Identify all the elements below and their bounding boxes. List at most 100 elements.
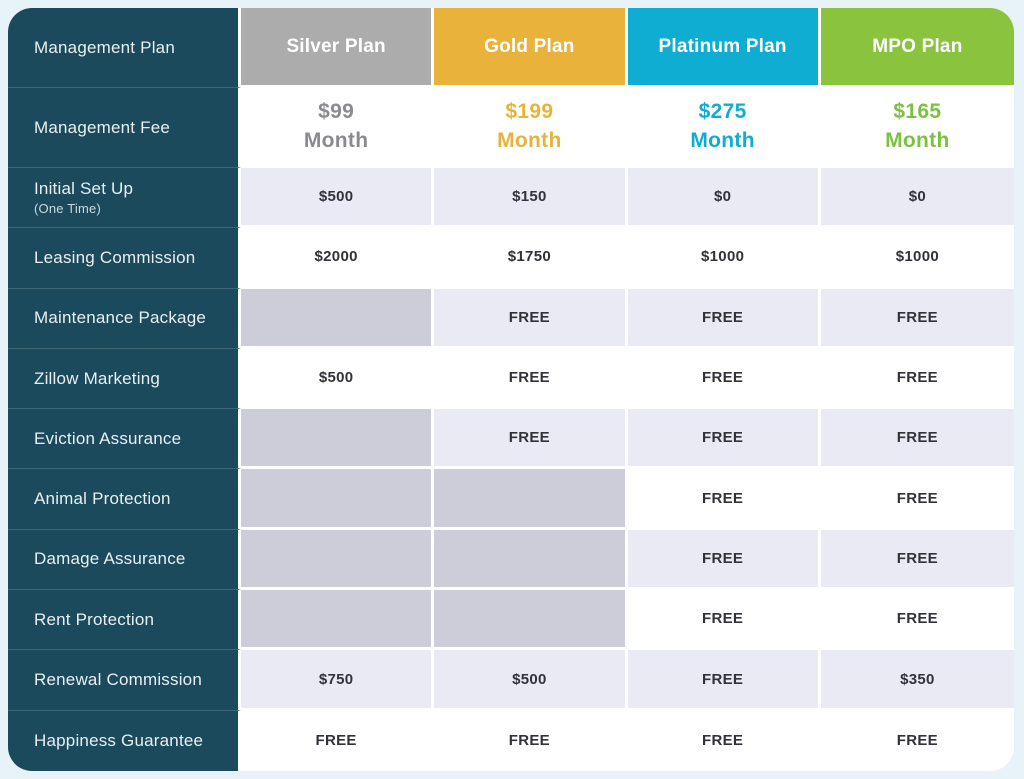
plan-header-silver-plan: Silver Plan bbox=[241, 8, 435, 88]
row-label: Animal Protection bbox=[34, 489, 171, 509]
fee-amount: $275 bbox=[698, 100, 747, 124]
value-cell: FREE bbox=[820, 409, 1014, 470]
row-label-cell: Renewal Commission bbox=[8, 650, 241, 711]
blank-cell bbox=[434, 469, 628, 530]
plan-header-platinum-plan: Platinum Plan bbox=[627, 8, 821, 88]
fee-period: Month bbox=[303, 128, 369, 152]
row-label: Happiness Guarantee bbox=[34, 730, 204, 750]
row-label-cell: Happiness Guarantee bbox=[8, 710, 241, 771]
fee-amount: $165 bbox=[893, 100, 942, 124]
value-text: $500 bbox=[318, 188, 354, 206]
value-cell: FREE bbox=[627, 348, 821, 410]
row-label: Leasing Commission bbox=[34, 247, 196, 267]
value-text: $750 bbox=[318, 670, 354, 688]
value-text: FREE bbox=[896, 308, 938, 326]
value-text: $500 bbox=[318, 369, 354, 387]
value-cell: FREE bbox=[627, 710, 821, 771]
fee-amount: $99 bbox=[318, 100, 355, 124]
value-text: FREE bbox=[896, 610, 938, 628]
value-cell: FREE bbox=[627, 650, 821, 711]
value-text: FREE bbox=[702, 489, 744, 507]
value-text: FREE bbox=[896, 549, 938, 567]
value-cell: $500 bbox=[241, 348, 435, 410]
value-cell: FREE bbox=[241, 710, 435, 771]
plan-header-label: Silver Plan bbox=[286, 35, 386, 57]
value-text: FREE bbox=[896, 429, 938, 447]
fee-cell: $165 Month bbox=[820, 88, 1014, 168]
row-label: Rent Protection bbox=[34, 609, 155, 629]
row-label-cell: Animal Protection bbox=[8, 469, 241, 530]
value-cell: FREE bbox=[820, 288, 1014, 349]
value-text: $0 bbox=[908, 188, 927, 206]
row-label-cell: Initial Set Up (One Time) bbox=[8, 168, 241, 229]
value-cell: FREE bbox=[434, 409, 628, 470]
value-cell: FREE bbox=[627, 469, 821, 530]
value-text: FREE bbox=[702, 610, 744, 628]
row-label: Management Fee bbox=[34, 117, 171, 137]
plan-header-gold-plan: Gold Plan bbox=[434, 8, 628, 88]
row-label: Zillow Marketing bbox=[34, 368, 161, 388]
value-text: $1000 bbox=[895, 248, 939, 266]
value-cell: FREE bbox=[820, 590, 1014, 651]
blank-cell bbox=[241, 409, 435, 470]
row-label-cell: Management Fee bbox=[8, 88, 241, 168]
fee-period: Month bbox=[885, 128, 950, 152]
value-text: FREE bbox=[315, 732, 357, 750]
value-text: FREE bbox=[508, 732, 550, 750]
row-label: Maintenance Package bbox=[34, 308, 207, 328]
row-label-cell: Zillow Marketing bbox=[8, 348, 241, 410]
value-cell: $1750 bbox=[434, 228, 628, 289]
value-cell: $750 bbox=[241, 650, 435, 711]
blank-cell bbox=[241, 529, 435, 591]
value-cell: $150 bbox=[434, 168, 628, 229]
value-cell: FREE bbox=[434, 710, 628, 771]
fee-amount: $199 bbox=[505, 100, 554, 124]
value-text: FREE bbox=[702, 670, 744, 688]
row-label-cell: Maintenance Package bbox=[8, 288, 241, 349]
value-text: FREE bbox=[896, 732, 938, 750]
value-cell: $500 bbox=[241, 168, 435, 229]
value-cell: FREE bbox=[820, 469, 1014, 530]
blank-cell bbox=[241, 469, 435, 530]
value-cell: FREE bbox=[434, 288, 628, 349]
value-cell: FREE bbox=[820, 348, 1014, 410]
value-cell: $500 bbox=[434, 650, 628, 711]
value-text: $500 bbox=[512, 670, 547, 688]
row-label: Damage Assurance bbox=[34, 549, 186, 569]
value-cell: $0 bbox=[820, 168, 1014, 229]
corner-label: Management Plan bbox=[34, 37, 175, 57]
fee-period: Month bbox=[690, 128, 755, 152]
plan-header-label: Gold Plan bbox=[484, 35, 575, 57]
value-text: FREE bbox=[702, 549, 744, 567]
value-cell: FREE bbox=[627, 529, 821, 591]
fee-period: Month bbox=[497, 128, 562, 152]
value-cell: FREE bbox=[627, 409, 821, 470]
value-cell: $1000 bbox=[627, 228, 821, 289]
row-sublabel: (One Time) bbox=[34, 201, 102, 217]
value-text: $1750 bbox=[507, 248, 551, 266]
plan-header-label: Platinum Plan bbox=[658, 35, 787, 57]
row-label: Initial Set Up bbox=[34, 179, 134, 199]
value-text: FREE bbox=[896, 369, 938, 387]
value-text: $0 bbox=[713, 188, 732, 206]
pricing-table: Management Plan Silver Plan Gold Plan Plati… bbox=[8, 8, 1014, 771]
value-cell: FREE bbox=[434, 348, 628, 410]
fee-cell: $99 Month bbox=[241, 88, 435, 168]
value-text: FREE bbox=[702, 369, 744, 387]
fee-cell: $199 Month bbox=[434, 88, 628, 168]
blank-cell bbox=[434, 529, 628, 591]
value-text: FREE bbox=[702, 732, 744, 750]
value-cell: FREE bbox=[820, 529, 1014, 591]
value-text: FREE bbox=[508, 308, 550, 326]
value-cell: FREE bbox=[627, 590, 821, 651]
value-cell: $2000 bbox=[241, 228, 435, 289]
row-label-cell: Leasing Commission bbox=[8, 228, 241, 289]
value-cell: $350 bbox=[820, 650, 1014, 711]
row-label-cell: Eviction Assurance bbox=[8, 409, 241, 470]
value-text: $2000 bbox=[314, 248, 358, 266]
value-text: FREE bbox=[702, 308, 744, 326]
value-cell: $0 bbox=[627, 168, 821, 229]
row-label: Renewal Commission bbox=[34, 670, 202, 690]
value-text: FREE bbox=[508, 429, 550, 447]
value-text: FREE bbox=[508, 369, 550, 387]
